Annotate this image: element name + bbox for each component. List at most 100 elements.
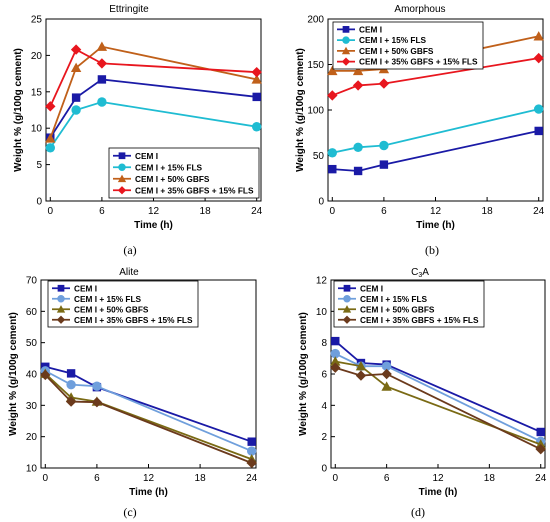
data-point [65,396,77,407]
legend-label: CEM I + 15% FLS [74,294,142,304]
data-point [70,44,82,55]
x-tick-label: 12 [148,206,160,217]
legend-label: CEM I [360,283,383,293]
data-point [40,369,51,381]
data-point [328,164,337,174]
legend-box [333,280,485,328]
legend-label: CEM I [74,283,97,293]
y-tick-label: 2 [321,432,327,443]
series-line [45,365,252,443]
data-point [66,379,76,390]
x-tick-label: 0 [332,473,338,484]
data-point [381,381,392,391]
y-tick-label: 50 [313,151,325,162]
legend-box [332,21,484,70]
legend-marker [57,294,65,303]
y-tick-label: 10 [316,307,328,318]
y-tick-label: 100 [307,106,324,117]
legend-label: CEM I + 35% GBFS + 15% FLS [74,315,193,325]
y-tick-label: 60 [26,307,38,318]
series-line [331,57,539,97]
data-point [45,101,56,112]
data-point [355,370,367,381]
x-tick-label: 6 [94,473,100,484]
legend-box [108,147,260,199]
data-point [71,105,81,115]
legend-label: CEM I + 35% GBFS + 15% FLS [359,57,478,67]
x-tick-label: 12 [432,473,444,484]
y-tick-label: 0 [318,197,324,208]
y-tick-label: 12 [316,276,328,287]
data-point [91,397,103,408]
chart-panel-1: 0 6 12 18 24 0 5 10 15 20 25 Ettringite Time (h) Weig… [13,4,263,257]
data-point [70,62,82,72]
x-tick-label: 18 [195,473,207,484]
legend-marker [341,57,351,66]
x-tick-label: 24 [251,206,263,217]
legend-marker [56,305,66,313]
y-tick-label: 25 [31,15,43,26]
data-point [353,166,363,176]
legend-label: CEM I + 50% GBFS [360,304,435,314]
y-tick-label: 8 [321,338,327,349]
x-tick-label: 12 [143,473,155,484]
chart-panel-3: 0 6 12 18 24 10 20 30 40 50 60 70 Alite Time (h) Weigh… [8,267,258,519]
y-tick-label: 6 [321,370,327,381]
data-point [534,126,543,136]
y-tick-label: 5 [36,160,42,171]
y-tick-label: 200 [307,15,324,26]
series-line [334,340,542,433]
data-point [352,65,364,76]
data-point [96,41,108,51]
series-line [332,130,539,172]
x-tick-label: 24 [246,473,258,484]
data-point [327,90,338,101]
series-line [49,78,257,139]
legend-box [47,280,199,328]
x-tick-label: 6 [381,206,387,217]
data-point [327,148,337,158]
data-point [353,142,363,153]
panel-caption: (b) [425,243,439,257]
x-tick-label: 18 [484,473,496,484]
legend-marker [342,36,350,44]
data-point [330,356,341,366]
data-point [533,52,544,64]
data-point [92,381,102,391]
data-point [536,427,545,437]
chart-title: C3A [411,267,429,279]
panel-caption: (a) [123,243,136,257]
x-tick-label: 12 [430,206,442,217]
data-point [330,362,341,373]
data-point [355,360,367,371]
data-point [247,446,257,456]
data-point [379,140,389,151]
series-line [49,48,257,107]
legend-marker [117,174,127,183]
y-tick-label: 15 [31,87,43,98]
data-point [352,80,364,91]
data-point [379,160,389,169]
x-axis-label: Time (h) [416,220,455,231]
y-tick-label: 4 [321,401,327,412]
legend-marker [118,152,126,160]
legend-label: CEM I + 35% GBFS + 15% FLS [360,315,479,325]
legend-label: CEM I + 50% GBFS [359,46,434,56]
legend-marker [117,186,127,195]
data-point [45,133,56,143]
legend-label: CEM I + 50% GBFS [135,174,210,184]
data-point [381,368,392,380]
chart-panel-2: 0 6 12 18 24 0 50 100 150 200 Amorphous Time (h) Wei… [295,4,545,257]
legend-label: CEM I [135,151,158,161]
data-point [330,348,340,359]
y-tick-label: 50 [26,338,38,349]
x-tick-label: 18 [200,206,212,217]
y-tick-label: 40 [26,370,38,381]
panel-caption: (c) [123,505,136,519]
chart-title: Ettringite [109,4,149,15]
legend-marker [57,284,65,292]
x-tick-label: 0 [43,473,49,484]
